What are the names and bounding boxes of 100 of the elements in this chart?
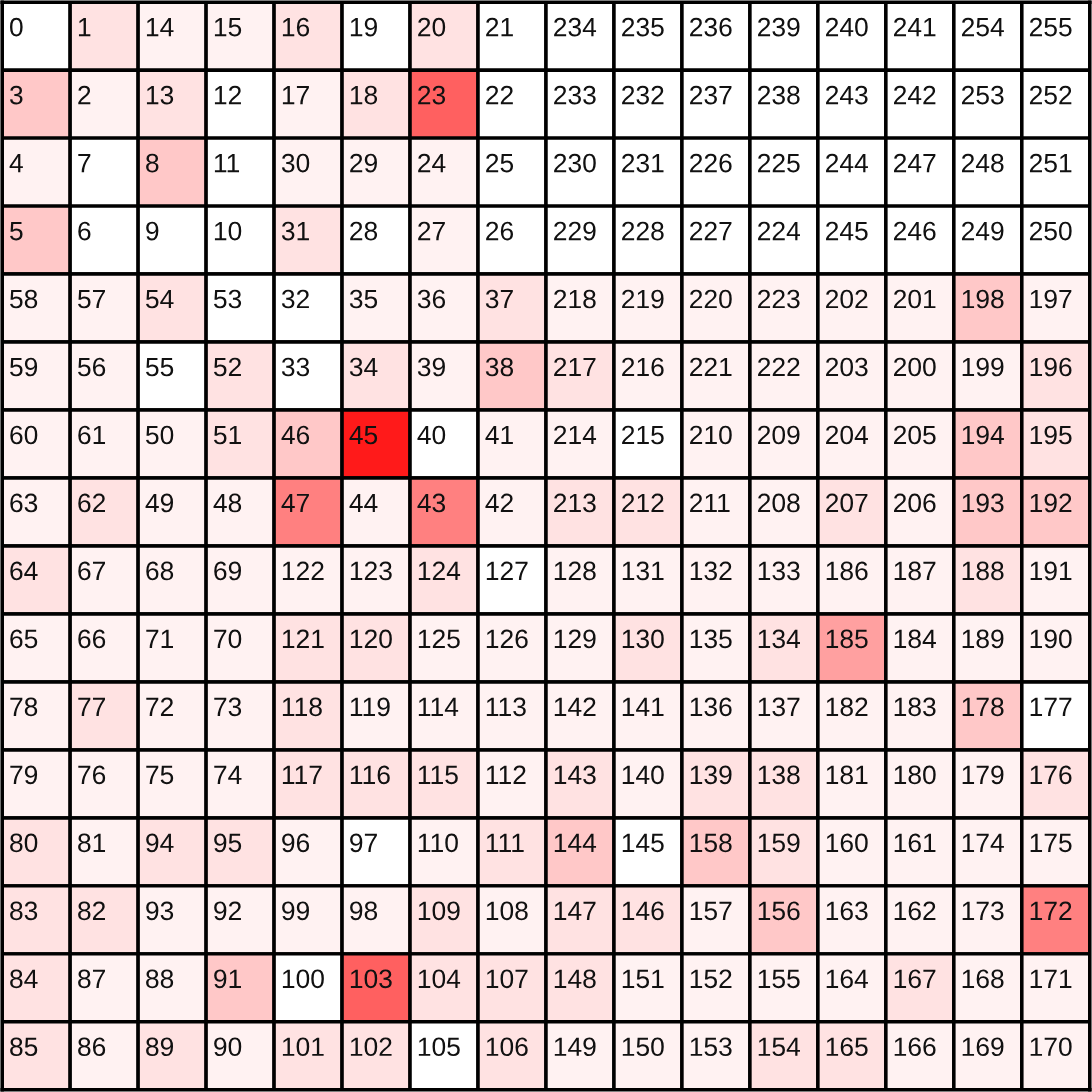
data-label: 29 — [350, 153, 377, 173]
data-label: 67 — [78, 561, 105, 581]
data-label: 52 — [213, 357, 241, 377]
data-label: 143 — [554, 765, 596, 785]
data-label: 32 — [281, 289, 309, 309]
data-label: 130 — [622, 629, 664, 649]
data-label: 137 — [758, 697, 800, 717]
data-label: 193 — [962, 493, 1004, 513]
data-label: 238 — [758, 85, 800, 105]
data-label: 124 — [418, 561, 461, 581]
data-label: 165 — [826, 1037, 868, 1057]
data-label: 106 — [486, 1037, 528, 1057]
data-label: 43 — [417, 493, 446, 513]
data-label: 24 — [418, 153, 446, 173]
data-label: 45 — [349, 425, 378, 445]
data-label: 97 — [350, 833, 377, 853]
data-label: 120 — [350, 629, 392, 649]
data-label: 107 — [486, 969, 528, 989]
data-label: 180 — [894, 765, 936, 785]
data-label: 73 — [214, 697, 242, 717]
data-label: 15 — [214, 18, 242, 37]
data-label: 72 — [146, 697, 173, 716]
data-label: 13 — [146, 85, 174, 105]
data-label: 2 — [78, 85, 91, 105]
data-label: 8 — [146, 153, 159, 173]
data-label: 92 — [214, 901, 241, 921]
data-label: 224 — [758, 221, 800, 241]
data-label: 41 — [485, 425, 513, 445]
data-label: 11 — [214, 154, 240, 173]
data-label: 150 — [622, 1037, 664, 1057]
data-label: 251 — [1029, 153, 1072, 173]
data-label: 217 — [554, 357, 596, 377]
data-label: 103 — [350, 969, 392, 989]
data-label: 81 — [78, 833, 106, 853]
data-label: 27 — [418, 221, 445, 241]
data-label: 235 — [622, 17, 664, 37]
data-label: 172 — [1030, 901, 1072, 920]
data-label: 214 — [554, 425, 597, 445]
data-label: 111 — [486, 833, 524, 852]
data-label: 226 — [690, 153, 732, 173]
data-label: 175 — [1030, 833, 1072, 853]
data-label: 82 — [78, 901, 105, 921]
data-label: 63 — [10, 493, 38, 513]
data-label: 188 — [962, 561, 1004, 581]
data-label: 212 — [622, 493, 664, 513]
data-label: 198 — [962, 289, 1004, 309]
data-label: 216 — [622, 357, 664, 377]
data-label: 250 — [1029, 221, 1072, 241]
data-label: 104 — [418, 969, 461, 989]
data-label: 46 — [281, 425, 310, 445]
data-label: 160 — [826, 833, 868, 853]
data-label: 38 — [485, 357, 514, 377]
data-label: 68 — [146, 561, 174, 581]
data-label: 252 — [1029, 85, 1072, 105]
data-label: 194 — [962, 425, 1004, 445]
data-label: 126 — [486, 629, 528, 649]
data-label: 17 — [282, 86, 309, 105]
data-label: 84 — [10, 969, 38, 989]
data-label: 91 — [214, 969, 241, 989]
data-label: 197 — [1030, 289, 1072, 309]
data-label: 64 — [10, 561, 38, 581]
data-label: 241 — [894, 17, 936, 37]
data-label: 5 — [10, 221, 23, 241]
data-label: 152 — [690, 969, 732, 989]
data-label: 179 — [962, 765, 1004, 785]
data-label: 229 — [554, 221, 596, 241]
data-label: 178 — [962, 697, 1004, 717]
data-label: 202 — [826, 289, 868, 309]
data-label: 154 — [758, 1037, 800, 1057]
data-label: 255 — [1029, 17, 1072, 37]
data-label: 125 — [418, 629, 460, 649]
data-label: 248 — [961, 153, 1004, 173]
data-label: 244 — [826, 153, 868, 173]
data-label: 253 — [961, 85, 1004, 105]
data-label: 99 — [282, 901, 309, 921]
data-label: 70 — [214, 629, 242, 649]
data-label: 182 — [826, 697, 868, 717]
data-label: 21 — [486, 17, 513, 37]
data-label: 220 — [690, 289, 732, 309]
data-label: 14 — [146, 18, 174, 37]
data-label: 227 — [690, 221, 732, 241]
data-label: 110 — [418, 833, 458, 853]
data-label: 112 — [486, 765, 526, 784]
data-label: 85 — [10, 1037, 38, 1057]
data-label: 186 — [826, 561, 868, 581]
data-label: 206 — [894, 493, 936, 513]
data-label: 181 — [826, 765, 868, 785]
data-label: 35 — [349, 289, 378, 309]
data-label: 86 — [78, 1037, 106, 1057]
data-label: 88 — [146, 969, 174, 989]
data-label: 184 — [894, 629, 936, 649]
data-label: 77 — [78, 697, 105, 716]
data-label: 210 — [690, 425, 732, 445]
data-label: 247 — [894, 153, 936, 173]
data-label: 79 — [10, 765, 38, 785]
data-label: 161 — [894, 833, 936, 853]
data-label: 94 — [146, 833, 174, 853]
data-label: 233 — [554, 85, 596, 105]
data-label: 65 — [10, 629, 38, 649]
data-label: 196 — [1030, 357, 1072, 377]
